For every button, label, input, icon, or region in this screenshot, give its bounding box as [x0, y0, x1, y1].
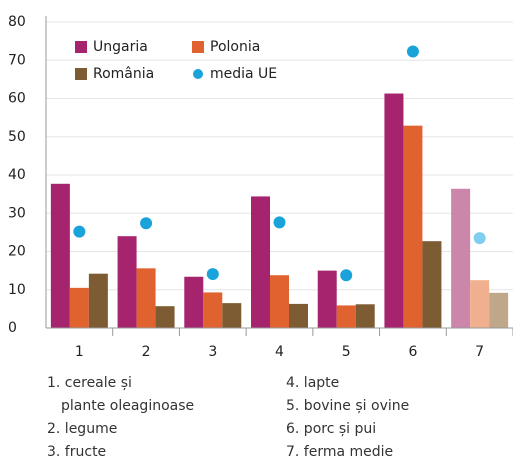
dot	[73, 225, 86, 238]
dot	[340, 269, 353, 282]
bar	[184, 276, 204, 328]
bar	[69, 287, 89, 328]
note: 6. porc și pui	[286, 421, 376, 437]
dot	[473, 232, 486, 245]
bar	[470, 280, 490, 328]
bar	[270, 275, 289, 328]
x-tick-label: 6	[408, 344, 417, 360]
bar	[489, 292, 509, 328]
legend-label: România	[93, 66, 154, 82]
legend-label: Polonia	[210, 39, 260, 55]
bar	[50, 183, 70, 328]
note: 7. ferma medie	[286, 444, 393, 460]
bar	[203, 292, 223, 328]
bar	[355, 304, 375, 328]
x-tick-label: 7	[475, 344, 484, 360]
bar	[317, 270, 337, 328]
y-tick-label: 40	[8, 167, 26, 183]
x-tick-label: 4	[275, 344, 284, 360]
legend-marker	[75, 68, 87, 80]
bar	[155, 306, 175, 328]
bar	[222, 303, 242, 328]
note: 4. lapte	[286, 375, 339, 391]
y-tick-label: 20	[8, 244, 26, 260]
legend-label: media UE	[210, 66, 277, 82]
legend-marker	[192, 41, 204, 53]
note: 1. cereale și	[47, 375, 132, 391]
legend-marker	[193, 69, 203, 79]
dot	[406, 45, 419, 58]
bar	[289, 303, 308, 328]
bar	[451, 188, 471, 328]
bar	[403, 125, 423, 328]
note: 5. bovine și ovine	[286, 398, 409, 414]
x-tick-label: 2	[142, 344, 151, 360]
bar	[88, 273, 108, 328]
dot	[140, 217, 153, 230]
y-tick-label: 70	[8, 52, 26, 68]
note: 2. legume	[47, 421, 117, 437]
legend-marker	[75, 41, 87, 53]
bar	[336, 305, 356, 328]
bar	[251, 196, 270, 328]
dot	[273, 216, 286, 229]
x-tick-label: 5	[342, 344, 351, 360]
note: plante oleaginoase	[61, 398, 194, 414]
bar	[136, 268, 156, 328]
y-tick-label: 10	[8, 282, 26, 298]
bar	[384, 93, 404, 328]
x-tick-label: 3	[208, 344, 217, 360]
legend-label: Ungaria	[93, 39, 148, 55]
y-tick-label: 80	[8, 14, 26, 30]
y-tick-label: 30	[8, 205, 26, 221]
bar	[422, 241, 442, 328]
x-tick-label: 1	[75, 344, 84, 360]
note: 3. fructe	[47, 444, 106, 460]
y-tick-label: 50	[8, 129, 26, 145]
y-tick-label: 60	[8, 91, 26, 107]
y-tick-label: 0	[8, 320, 17, 336]
bar	[117, 236, 137, 328]
dot	[206, 268, 219, 281]
